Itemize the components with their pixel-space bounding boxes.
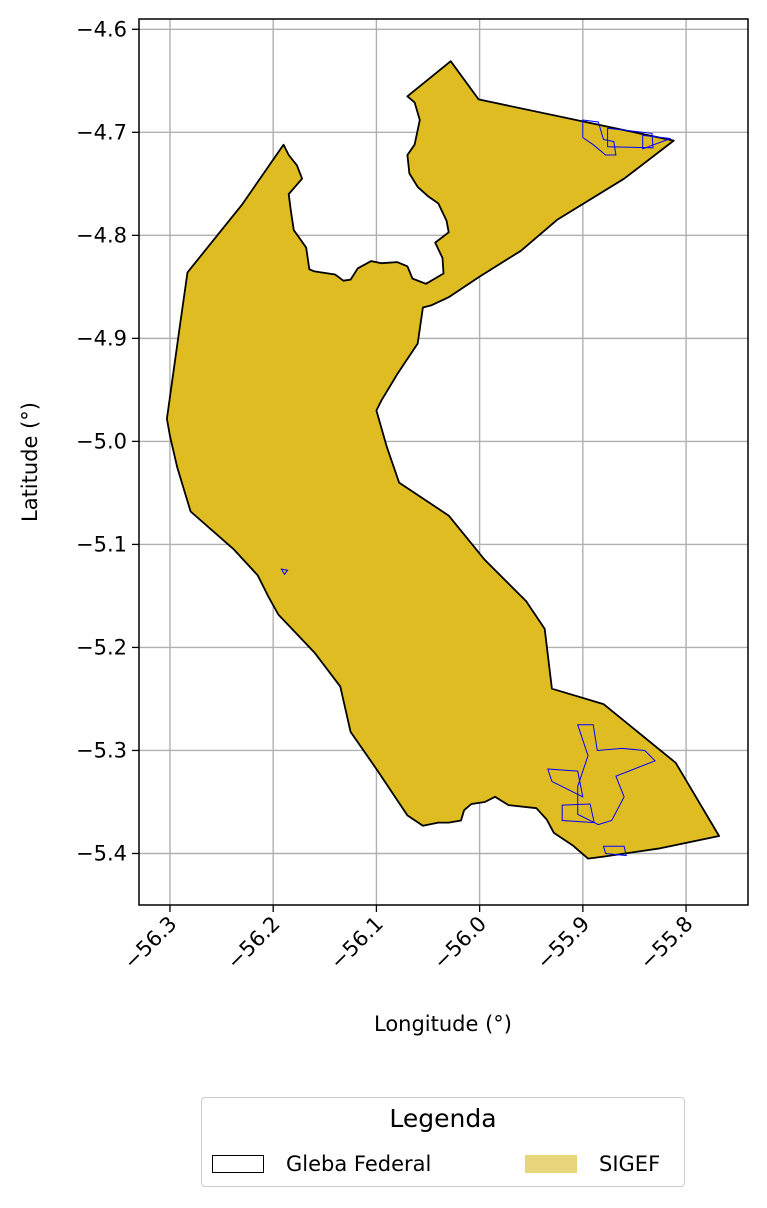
gleba-swatch (212, 1155, 264, 1173)
sigef-parcel[interactable] (577, 724, 656, 826)
y-tick-label: −4.6 (76, 17, 127, 41)
y-axis-label: Latitude (°) (18, 402, 42, 522)
x-tick-label: −56.2 (222, 912, 284, 974)
y-tick-label: −4.8 (76, 223, 127, 247)
y-tick-label: −5.4 (76, 841, 127, 865)
y-tick-label: −5.3 (76, 738, 127, 762)
y-tick-label: −4.9 (76, 326, 127, 350)
legend: Legenda Gleba Federal SIGEF (201, 1097, 685, 1187)
y-tick-label: −5.1 (76, 532, 127, 556)
y-tick-label: −5.2 (76, 635, 127, 659)
x-tick-label: −55.8 (635, 912, 697, 974)
map-features (166, 60, 720, 860)
gleba-federal-boundary[interactable] (166, 60, 720, 860)
sigef-parcel[interactable] (607, 127, 654, 149)
x-tick-label: −55.9 (532, 912, 594, 974)
sigef-swatch (525, 1155, 577, 1173)
legend-entry-sigef: SIGEF (525, 1150, 660, 1178)
x-tick-label: −56.3 (119, 912, 181, 974)
sigef-parcel[interactable] (561, 803, 595, 824)
y-tick-label: −4.7 (76, 120, 127, 144)
sigef-parcel[interactable] (582, 119, 617, 156)
legend-entry-gleba: Gleba Federal (212, 1150, 431, 1178)
plot-frame (138, 18, 749, 906)
sigef-parcels[interactable] (280, 119, 671, 857)
sigef-parcel[interactable] (642, 134, 671, 150)
sigef-parcel[interactable] (547, 768, 584, 798)
x-tick-label: −56.1 (325, 912, 387, 974)
y-tick-label: −5.0 (76, 429, 127, 453)
map-figure: −56.3 −56.2 −56.1 −56.0 −55.9 −55.8 −4.6 −4.7 −4… (18, 17, 749, 1036)
legend-label-sigef: SIGEF (599, 1152, 661, 1176)
x-axis-label: Longitude (°) (374, 1012, 512, 1036)
legend-label-gleba: Gleba Federal (286, 1152, 432, 1176)
sigef-parcel[interactable] (602, 845, 627, 857)
sigef-parcel[interactable] (280, 568, 289, 576)
x-tick-label: −56.0 (429, 912, 491, 974)
legend-title: Legenda (389, 1104, 497, 1133)
